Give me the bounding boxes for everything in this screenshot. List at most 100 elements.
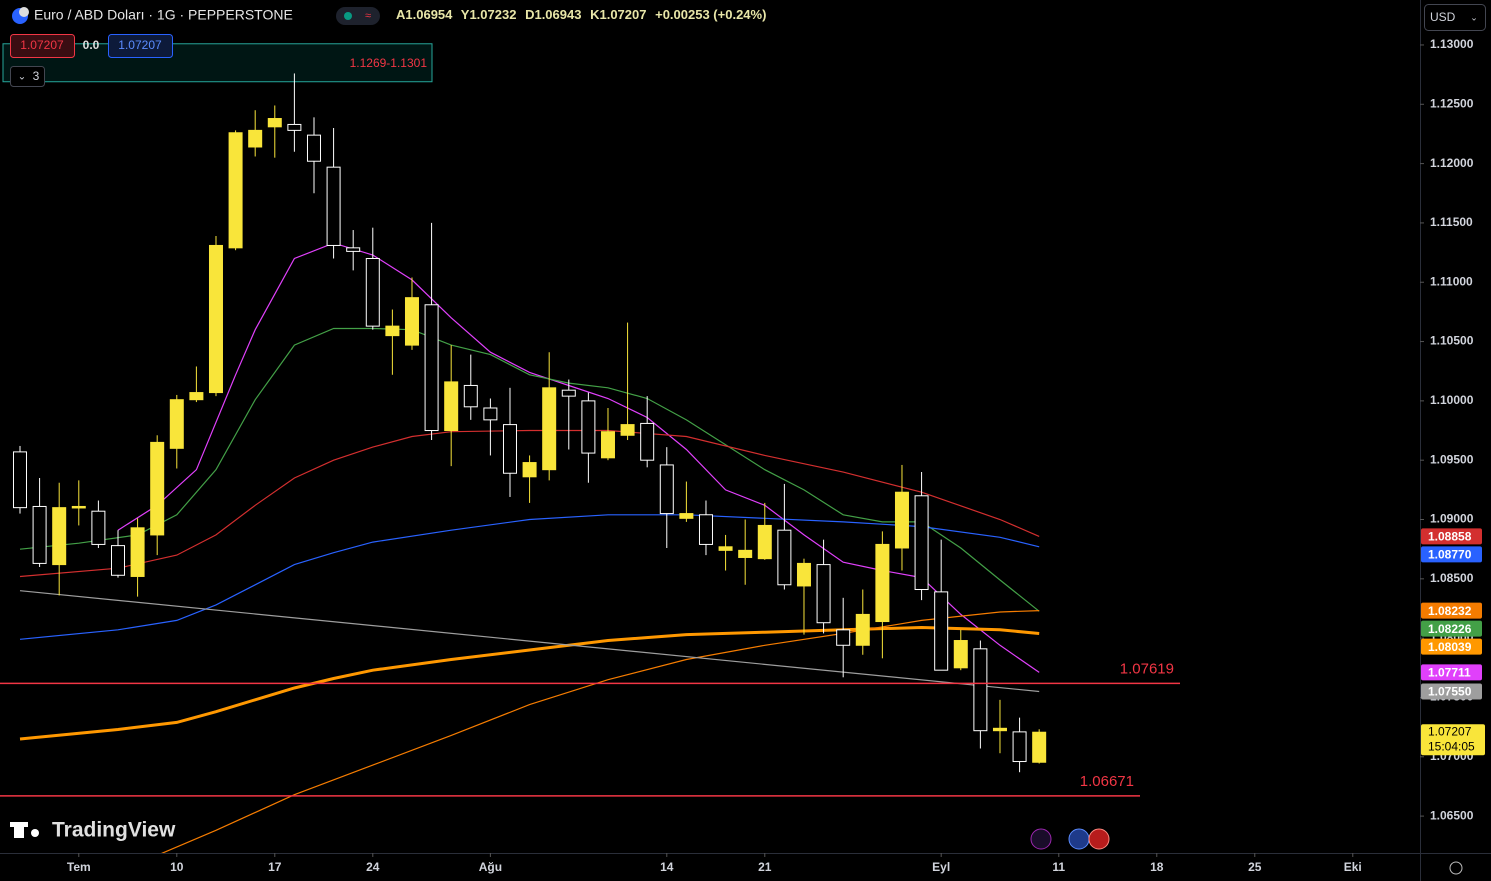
candle-body	[542, 387, 557, 471]
candle-body	[32, 505, 47, 564]
candle-body	[600, 431, 615, 459]
buy-price: 1.07207	[118, 38, 162, 52]
candle-body	[444, 381, 459, 432]
ohlc-value: 1.06954	[405, 7, 453, 22]
candle-body	[816, 564, 831, 624]
ohlc-label: Y	[461, 7, 470, 22]
x-tick-label: 17	[268, 860, 282, 874]
candle-body	[1012, 731, 1027, 763]
buy-button[interactable]	[108, 34, 173, 58]
candle-body	[326, 166, 341, 246]
y-tick-label: 1.10000	[1430, 393, 1474, 407]
candle-body	[894, 491, 909, 549]
ohlc-label: A	[396, 7, 406, 22]
x-tick-label: 10	[170, 860, 184, 874]
candle-body	[110, 545, 125, 576]
price-label-bg	[1421, 602, 1482, 619]
candle-body	[934, 591, 949, 671]
event-icon[interactable]	[1030, 828, 1052, 850]
symbol-title: Euro / ABD Doları · 1G · PEPPERSTONE	[34, 7, 293, 23]
price-label: 1.08232	[1428, 604, 1472, 618]
candle-body	[228, 132, 243, 249]
candle-body	[953, 640, 968, 669]
candle-body	[561, 389, 576, 397]
event-icon[interactable]	[1068, 828, 1090, 850]
y-tick-label: 1.09000	[1430, 512, 1474, 526]
currency: USD	[1430, 10, 1456, 24]
x-tick-label: Eyl	[932, 860, 950, 874]
candle-body	[620, 424, 635, 436]
candle-body	[385, 325, 400, 337]
settings-icon[interactable]	[1449, 861, 1463, 875]
x-tick-label: 14	[660, 860, 674, 874]
x-tick-label: 21	[758, 860, 772, 874]
candle-body	[248, 129, 263, 148]
x-tick-label: 18	[1150, 860, 1164, 874]
chevron: ⌄	[18, 72, 26, 83]
candle-body	[483, 407, 498, 421]
candle-body	[52, 507, 67, 566]
x-tick-label: Ağu	[479, 860, 502, 874]
horizontal-line-label: 1.06671	[1080, 773, 1134, 790]
candle-body	[267, 118, 282, 128]
brand: TradingView	[52, 819, 176, 842]
ohlc-value: 1.06943	[534, 7, 581, 22]
candle-body	[91, 510, 106, 545]
chevron: ⌄	[1470, 12, 1478, 22]
x-tick-label: 25	[1248, 860, 1262, 874]
price-label-bg	[1421, 683, 1482, 700]
sell-price: 1.07207	[20, 38, 64, 52]
spread: 0.0	[83, 38, 100, 52]
price-axis: 1.065001.070001.075001.080001.085001.090…	[1420, 37, 1485, 822]
sell-button[interactable]	[10, 34, 75, 58]
event-icon[interactable]	[1088, 828, 1110, 850]
status-icon: ≈	[365, 10, 371, 22]
market-status	[344, 12, 352, 20]
candle-body	[71, 505, 86, 509]
candle-body	[679, 513, 694, 519]
price-label: 1.07550	[1428, 685, 1472, 699]
moving-average	[161, 610, 1040, 853]
candle-body	[502, 424, 517, 474]
moving-average	[19, 514, 1040, 640]
current-price-bg	[1421, 724, 1485, 756]
candle-body	[208, 244, 223, 394]
candle-body	[463, 384, 478, 408]
candle-body	[306, 134, 321, 162]
price-label-bg	[1421, 664, 1482, 681]
moving-average	[19, 590, 1040, 693]
plot-area: 1.1269-1.1301	[2, 43, 1047, 853]
price-label-bg	[1421, 528, 1482, 545]
candle-body	[581, 400, 596, 454]
price-label: 1.08858	[1428, 530, 1472, 544]
candle-body	[738, 549, 753, 558]
current-price: 1.07207	[1428, 724, 1472, 738]
candle-body	[365, 258, 380, 327]
y-tick-label: 1.08500	[1430, 571, 1474, 585]
y-tick-label: 1.12000	[1430, 156, 1474, 170]
ohlc-legend: A1.06954 Y1.07232 D1.06943 K1.07207 +0.0…	[396, 7, 766, 22]
candle-body	[404, 297, 419, 346]
brand-logo	[31, 829, 39, 837]
candle-body	[796, 562, 811, 587]
price-label-bg	[1421, 638, 1482, 655]
x-tick-label: 24	[366, 860, 380, 874]
price-label: 1.08039	[1428, 640, 1472, 654]
ohlc-label: K	[590, 7, 600, 22]
indicator-toggle[interactable]	[10, 66, 45, 87]
y-tick-label: 1.09500	[1430, 452, 1474, 466]
price-label: 1.08226	[1428, 622, 1472, 636]
countdown: 15:04:05	[1428, 739, 1475, 753]
overlay: Euro / ABD Doları · 1G · PEPPERSTONE ≈ A…	[10, 4, 1486, 875]
currency-select[interactable]	[1424, 4, 1486, 31]
y-tick-label: 1.06500	[1430, 808, 1474, 822]
x-tick-label: Eki	[1344, 860, 1362, 874]
candle-body	[757, 524, 772, 560]
y-tick-label: 1.11500	[1430, 215, 1473, 229]
candle-body	[130, 527, 145, 577]
candle-body	[346, 247, 361, 252]
range-box-label: 1.1269-1.1301	[350, 56, 428, 70]
candle-body	[698, 514, 713, 545]
